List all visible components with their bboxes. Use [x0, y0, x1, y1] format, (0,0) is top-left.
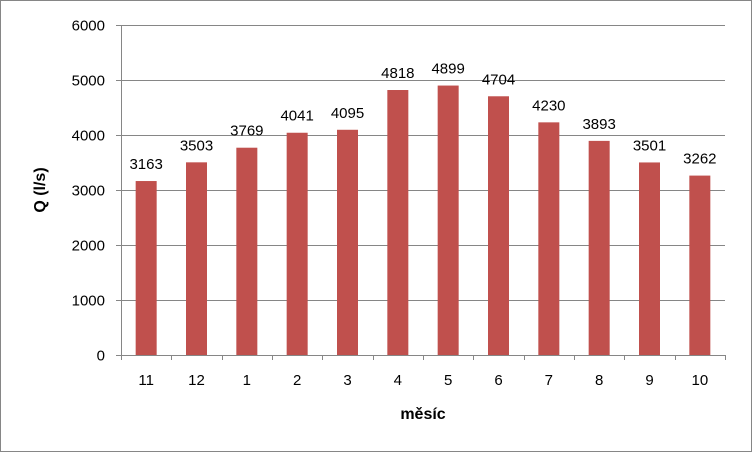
y-tick-label: 2000: [72, 238, 105, 255]
x-tick-label: 2: [293, 372, 301, 389]
x-tick-label: 11: [138, 372, 154, 389]
x-tick-label: 7: [545, 372, 553, 389]
x-tick-label: 1: [243, 372, 251, 389]
x-tick-label: 4: [394, 372, 402, 389]
x-tick-label: 5: [444, 372, 452, 389]
data-label: 3769: [230, 123, 263, 140]
y-tick-label: 5000: [72, 73, 105, 90]
data-label: 4704: [482, 71, 515, 88]
y-tick-label: 3000: [72, 183, 105, 200]
y-tick-label: 6000: [72, 18, 105, 35]
data-label: 3163: [129, 156, 162, 173]
data-label: 3262: [683, 151, 716, 168]
bar: [186, 162, 207, 355]
x-axis-title: měsíc: [400, 406, 445, 423]
y-tick-label: 0: [97, 348, 105, 365]
y-tick-label: 4000: [72, 128, 105, 145]
data-label: 3503: [180, 137, 213, 154]
data-label: 4230: [532, 97, 565, 114]
x-tick-label: 10: [691, 372, 708, 389]
data-label: 4818: [381, 65, 414, 82]
data-label: 4095: [331, 105, 364, 122]
bar: [236, 147, 258, 355]
x-tick-label: 6: [494, 372, 502, 389]
bar: [538, 122, 560, 355]
x-tick-labels: 11 12 1 2 3 4 5 6 7 8 9 10: [138, 372, 708, 389]
bar: [337, 129, 358, 355]
x-tick-label: 9: [645, 372, 653, 389]
y-tick-labels: 0 1000 2000 3000 4000 5000 6000: [72, 18, 105, 365]
x-tick-label: 8: [595, 372, 603, 389]
bar: [437, 85, 459, 356]
gridlines: [121, 25, 725, 301]
bar: [387, 90, 409, 355]
bar: [639, 162, 660, 355]
data-label: 4041: [280, 108, 313, 125]
axes: [116, 25, 726, 360]
bar: [488, 96, 509, 355]
data-labels: 3163 3503 3769 4041 4095 4818 4899 4704 4230 3893…: [129, 61, 716, 173]
x-tick-label: 12: [188, 372, 205, 389]
bars: [135, 85, 711, 356]
y-axis-title: Q (l/s): [32, 167, 49, 212]
data-label: 3501: [633, 137, 666, 154]
data-label: 3893: [582, 116, 615, 133]
bar: [135, 181, 157, 355]
y-tick-label: 1000: [72, 293, 105, 310]
bar: [588, 140, 610, 355]
data-label: 4899: [431, 61, 464, 78]
x-tick-label: 3: [343, 372, 351, 389]
bar: [286, 132, 308, 355]
bar: [689, 175, 711, 355]
